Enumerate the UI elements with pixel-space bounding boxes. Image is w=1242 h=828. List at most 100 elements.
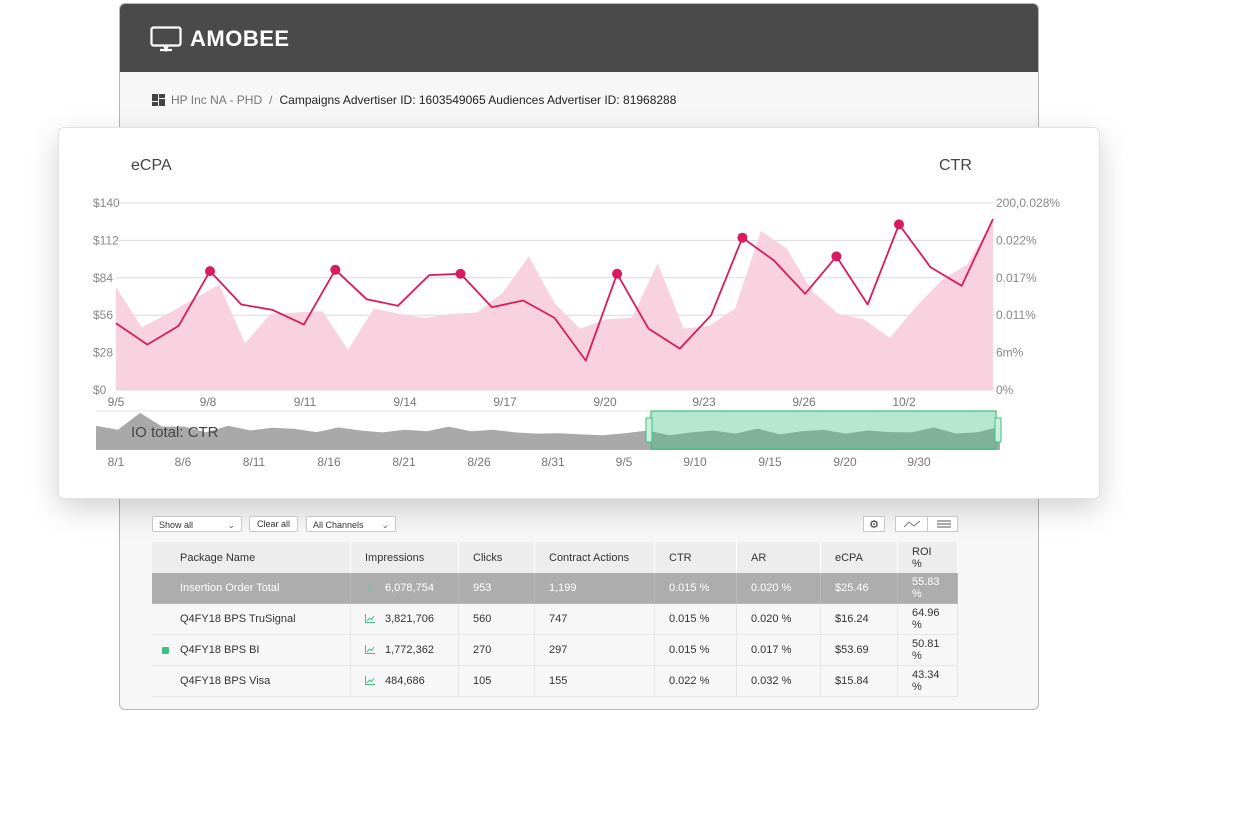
- ecpa-data-point: [455, 268, 466, 279]
- left-axis-title: eCPA: [131, 157, 172, 174]
- monitor-logo-icon: [150, 26, 182, 52]
- ecpa-cell: $16.24: [820, 603, 898, 635]
- settings-button[interactable]: ⚙: [863, 516, 885, 532]
- impressions-cell: 1,772,362: [350, 634, 459, 666]
- ar-cell: 0.017 %: [736, 634, 821, 666]
- navigator-tick-label: 8/31: [541, 455, 565, 469]
- gear-icon: ⚙: [869, 518, 879, 531]
- breadcrumb-advertiser-ids: Campaigns Advertiser ID: 1603549065 Audi…: [279, 93, 677, 107]
- table-row[interactable]: Q4FY18 BPS TruSignal 3,821,706 560 747 0…: [152, 603, 958, 635]
- navigator-tick-label: 8/11: [243, 455, 266, 469]
- brand-logo[interactable]: AMOBEE: [190, 26, 290, 51]
- navigator-tick-label: 8/26: [467, 455, 491, 469]
- impressions-value: 6,078,754: [385, 582, 434, 594]
- x-tick-label: 9/17: [493, 395, 517, 409]
- breadcrumb: HP Inc NA - PHD / Campaigns Advertiser I…: [152, 93, 676, 107]
- table-row[interactable]: Q4FY18 BPS BI 1,772,362 270 297 0.015 % …: [152, 634, 958, 666]
- range-selection-window[interactable]: [650, 410, 997, 450]
- ctr-cell: 0.022 %: [654, 665, 737, 697]
- show-all-label: Show all: [159, 520, 194, 530]
- line-chart-icon: [903, 520, 920, 528]
- ecpa-cell: $53.69: [820, 634, 898, 666]
- table-view-button[interactable]: [927, 517, 959, 531]
- navigator-tick-label: 9/10: [683, 455, 707, 469]
- ctr-area-series: [116, 220, 993, 390]
- package-name-cell: Insertion Order Total: [152, 573, 351, 604]
- clicks-cell: 270: [458, 634, 535, 666]
- impressions-cell: 6,078,754: [350, 573, 459, 604]
- clear-all-button[interactable]: Clear all: [249, 516, 299, 532]
- col-ctr[interactable]: CTR: [654, 542, 737, 573]
- trend-chart-icon[interactable]: [365, 676, 375, 685]
- ctr-cell: 0.015 %: [654, 634, 737, 666]
- impressions-value: 1,772,362: [385, 644, 434, 656]
- chart-card: eCPA CTR $0 0% $28 6m% $56 0.011% $84 0.017% $112 0…: [58, 127, 1100, 499]
- right-tick-label: 0.011%: [996, 308, 1036, 322]
- trend-chart-icon[interactable]: [365, 583, 375, 592]
- right-tick-label: 6m%: [996, 346, 1024, 360]
- clicks-cell: 560: [458, 603, 535, 635]
- ctr-cell: 0.015 %: [654, 573, 737, 604]
- impressions-value: 484,686: [385, 675, 425, 687]
- left-tick-label: $112: [93, 233, 119, 247]
- ar-cell: 0.020 %: [736, 603, 821, 635]
- breadcrumb-separator: /: [269, 93, 273, 107]
- ctr-cell: 0.015 %: [654, 603, 737, 635]
- trend-chart-icon[interactable]: [365, 645, 375, 654]
- roi-cell: 64.96 %: [897, 603, 958, 635]
- x-tick-label: 9/5: [108, 395, 125, 409]
- trend-chart-icon[interactable]: [365, 614, 375, 623]
- performance-chart: eCPA CTR $0 0% $28 6m% $56 0.011% $84 0.017% $112 0…: [93, 157, 1060, 469]
- col-contract-actions[interactable]: Contract Actions: [534, 542, 655, 573]
- x-tick-label: 10/2: [892, 395, 916, 409]
- ecpa-cell: $25.46: [820, 573, 898, 604]
- col-impressions[interactable]: Impressions: [350, 542, 459, 573]
- right-tick-label: 200,0.028%: [996, 196, 1060, 210]
- x-tick-label: 9/26: [792, 395, 816, 409]
- right-tick-label: 0%: [996, 383, 1014, 397]
- right-axis-title: CTR: [939, 157, 972, 174]
- package-name-cell: Q4FY18 BPS BI: [152, 634, 351, 666]
- col-ecpa[interactable]: eCPA: [820, 542, 898, 573]
- io-total-area-series: [96, 412, 1000, 450]
- right-tick-label: 0.017%: [996, 271, 1037, 285]
- left-tick-label: $0: [93, 383, 107, 397]
- col-clicks[interactable]: Clicks: [458, 542, 535, 573]
- ecpa-data-point: [737, 232, 748, 243]
- actions-cell: 155: [534, 665, 655, 697]
- chevron-down-icon: ⌄: [381, 520, 389, 530]
- col-package-name[interactable]: Package Name: [152, 542, 351, 573]
- ecpa-data-point: [894, 219, 904, 230]
- navigator-tick-label: 9/30: [907, 455, 931, 469]
- show-all-select[interactable]: Show all ⌄: [152, 516, 242, 532]
- left-tick-label: $28: [93, 346, 113, 360]
- series-color-marker: [162, 647, 169, 654]
- table-row[interactable]: Q4FY18 BPS Visa 484,686 105 155 0.022 % …: [152, 665, 958, 697]
- ar-cell: 0.020 %: [736, 573, 821, 604]
- navigator-tick-label: 8/21: [392, 455, 416, 469]
- range-handle-right[interactable]: [994, 417, 1002, 443]
- range-handle-left[interactable]: [645, 417, 653, 443]
- clicks-cell: 105: [458, 665, 535, 697]
- col-roi[interactable]: ROI %: [897, 542, 958, 573]
- dashboard-grid-icon: [152, 94, 165, 106]
- breadcrumb-account[interactable]: HP Inc NA - PHD: [171, 93, 263, 107]
- x-tick-label: 9/14: [393, 395, 417, 409]
- navigator-tick-label: 8/6: [175, 455, 192, 469]
- table-row-total[interactable]: Insertion Order Total 6,078,754 953 1,19…: [152, 573, 958, 604]
- impressions-cell: 3,821,706: [350, 603, 459, 635]
- chart-view-button[interactable]: [896, 517, 927, 531]
- package-name-cell: Q4FY18 BPS TruSignal: [152, 603, 351, 635]
- package-name-cell: Q4FY18 BPS Visa: [152, 665, 351, 697]
- left-tick-label: $84: [93, 271, 113, 285]
- ecpa-data-point: [205, 266, 215, 277]
- col-ar[interactable]: AR: [736, 542, 821, 573]
- table-toolbar: Show all ⌄ Clear all All Channels ⌄ ⚙: [152, 516, 958, 534]
- ar-cell: 0.032 %: [736, 665, 821, 697]
- chevron-down-icon: ⌄: [227, 520, 235, 530]
- ecpa-cell: $15.84: [820, 665, 898, 697]
- table-header-row: Package Name Impressions Clicks Contract…: [152, 542, 958, 573]
- roi-cell: 50.81 %: [897, 634, 958, 666]
- menu-lines-icon: [936, 520, 951, 528]
- channel-select[interactable]: All Channels ⌄: [306, 516, 396, 532]
